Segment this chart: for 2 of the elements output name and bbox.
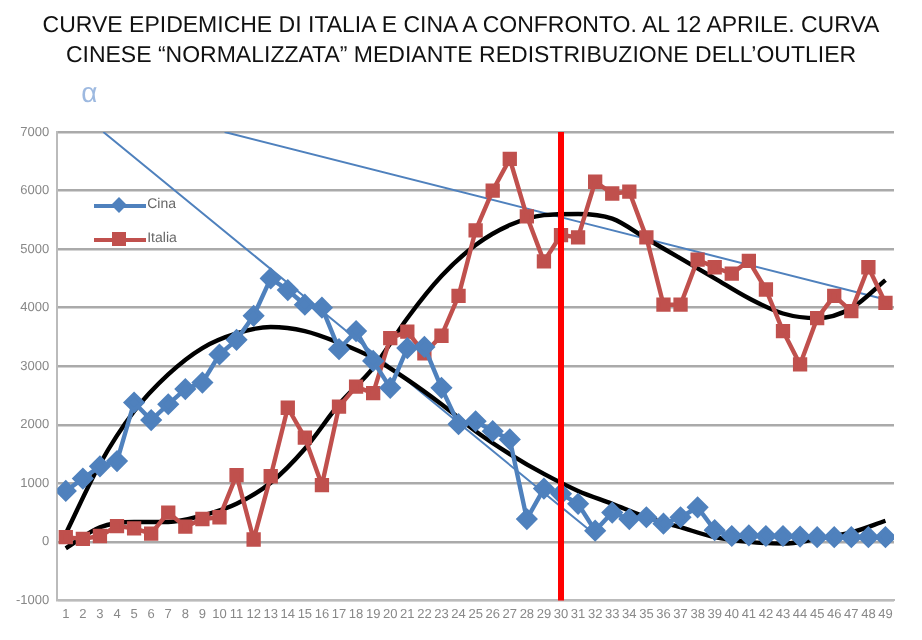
- text: α: [81, 76, 98, 108]
- chart-title: CURVE EPIDEMICHE DI ITALIA E CINA A CONFRONTO. AL 12 APRILE. CURVA CINESE “NORMALIZZATA” MEDIANTE REDISTRIBUZIONE DELL’OUTLIER: [40, 12, 882, 72]
